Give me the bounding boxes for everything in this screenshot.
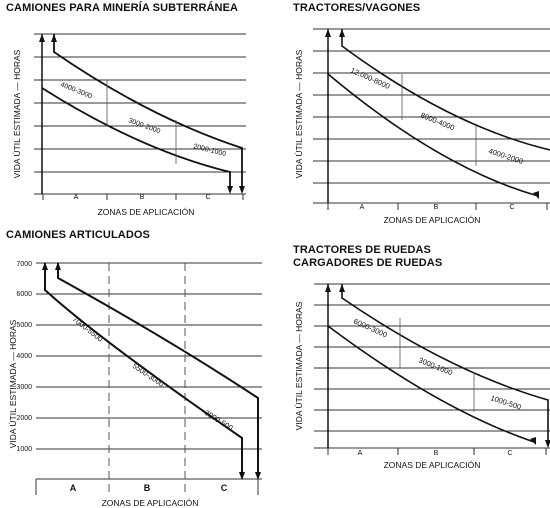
arrow-up-left	[39, 34, 45, 42]
chart-title: CAMIONES ARTICULADOS	[6, 229, 150, 241]
upper-curve	[341, 29, 550, 151]
x-axis-label: ZONAS DE APLICACIÓN	[102, 498, 199, 508]
lower-curve	[44, 263, 243, 478]
y-tick-5000: 5000	[16, 322, 32, 329]
gridlines	[36, 262, 262, 480]
y-tick-labels: 1000 2000 3000 4000 5000 6000 7000	[16, 261, 32, 453]
upper-curve	[341, 284, 549, 446]
arrow-down-left	[227, 186, 233, 194]
y-axis-label: VIDA ÚTIL ESTIMADA — HORAS	[294, 301, 304, 430]
range-label-b: 3000-1000	[417, 356, 454, 378]
arrow-up-right	[55, 262, 61, 270]
arrow-down-end	[533, 191, 539, 199]
arrow-down-right	[239, 186, 245, 194]
arrow-down-right	[255, 472, 261, 480]
y-axis-label: VIDA ÚTIL ESTIMADA — HORAS	[294, 49, 304, 178]
range-label-a: 6000-3000	[352, 317, 388, 340]
zone-label-c: C	[507, 450, 512, 457]
x-axis-label: ZONAS DE APLICACIÓN	[384, 215, 481, 225]
x-axis-label: ZONAS DE APLICACIÓN	[384, 460, 481, 470]
lower-curve	[327, 73, 539, 197]
zone-ticks	[42, 194, 244, 200]
y-tick-6000: 6000	[16, 291, 32, 298]
x-axis-label: ZONAS DE APLICACIÓN	[98, 207, 195, 217]
chart-title: TRACTORES DE RUEDAS CARGADORES DE RUEDAS	[293, 244, 442, 270]
zone-ticks	[35, 479, 259, 495]
zone-label-b: B	[434, 204, 439, 211]
y-tick-2000: 2000	[16, 415, 32, 422]
chart-title: TRACTORES/VAGONES	[293, 2, 421, 14]
arrow-up-right	[51, 34, 57, 42]
y-tick-3000: 3000	[16, 384, 32, 391]
zone-label-b: B	[140, 194, 145, 201]
upper-curve	[53, 34, 243, 192]
zone-label-b: B	[434, 450, 439, 457]
zone-label-a: A	[74, 194, 79, 201]
zone-label-a: A	[360, 204, 365, 211]
zone-label-a: A	[70, 483, 77, 493]
y-axis-label: VIDA ÚTIL ESTIMADA — HORAS	[8, 319, 18, 448]
arrow-up-right	[339, 284, 345, 292]
zone-label-c: C	[221, 483, 228, 493]
y-tick-7000: 7000	[16, 261, 32, 268]
arrow-up-left	[42, 262, 48, 270]
arrow-up-left	[325, 29, 331, 37]
arrow-down-right	[545, 440, 550, 448]
zone-dividers	[399, 318, 475, 412]
range-label-c: 1000-500	[489, 393, 522, 411]
chart-title-line-2: CARGADORES DE RUEDAS	[293, 257, 443, 269]
lower-curve	[41, 87, 231, 192]
zone-label-c: C	[509, 204, 514, 211]
upper-curve	[57, 263, 259, 478]
zone-dividers	[106, 80, 177, 164]
arrow-down-left	[239, 472, 245, 480]
gridlines	[313, 28, 550, 204]
zone-dividers	[401, 74, 477, 166]
y-axis-label: VIDA ÚTIL ESTIMADA — HORAS	[12, 49, 22, 178]
zone-ticks	[327, 448, 547, 455]
zone-label-a: A	[358, 450, 363, 457]
y-tick-4000: 4000	[16, 353, 32, 360]
chart-title: CAMIONES PARA MINERÍA SUBTERRÁNEA	[6, 2, 239, 14]
arrow-down-end	[530, 437, 536, 445]
zone-label-c: C	[205, 194, 210, 201]
gridlines	[34, 33, 246, 195]
lower-curve	[327, 325, 535, 443]
zone-ticks	[327, 203, 548, 210]
arrow-up-right	[339, 29, 345, 37]
chart-title-line-1: TRACTORES DE RUEDAS	[293, 244, 431, 256]
arrow-up-left	[325, 284, 331, 292]
y-tick-1000: 1000	[16, 446, 32, 453]
zone-label-b: B	[144, 483, 151, 493]
